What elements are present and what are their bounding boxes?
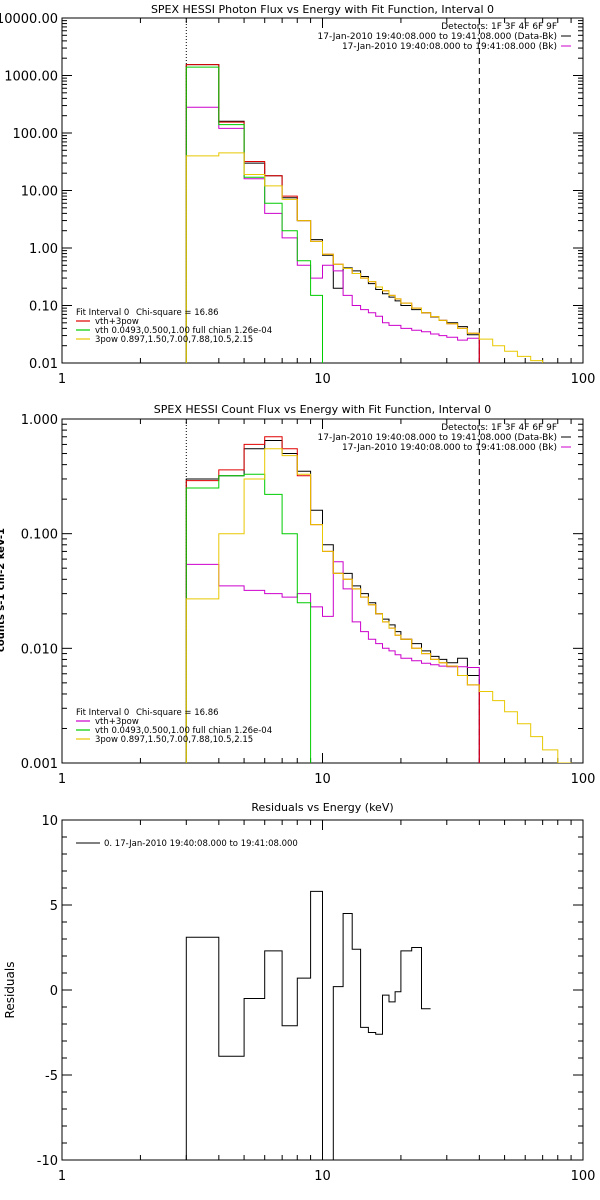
legend-entry: 0. 17-Jan-2010 19:40:08.000 to 19:41:08.… — [104, 839, 298, 849]
header-text: Detectors: 1F 3F 4F 6F 9F — [441, 22, 557, 32]
chart-title: SPEX HESSI Count Flux vs Energy with Fit… — [154, 403, 491, 416]
x-tick-label: 10 — [314, 772, 331, 787]
y-tick-label: 100.00 — [13, 127, 59, 142]
chi-square-label: Chi-square = 16.86 — [136, 308, 219, 318]
y-axis-label: Residuals — [3, 962, 17, 1019]
y-axis-label-cropped: counts s-1 cm-2 keV-1 — [0, 528, 7, 652]
chart-title: Residuals vs Energy (keV) — [251, 801, 393, 814]
x-tick-label: 100 — [571, 1169, 596, 1184]
series-step-line-0 — [185, 890, 431, 1160]
legend-entry: 3pow 0.897,1.50,7.00,7.88,10.5,2.15 — [95, 735, 253, 745]
legend-entry: vth+3pow — [95, 717, 139, 727]
header-text: 17-Jan-2010 19:40:08.000 to 19:41:08.000… — [342, 443, 557, 453]
series-step-line-1 — [185, 561, 480, 763]
series-step-line-3 — [185, 66, 323, 363]
y-tick-label: -5 — [45, 1069, 58, 1084]
y-tick-label: 1000.00 — [4, 70, 58, 85]
y-tick-label: 0.10 — [29, 300, 58, 315]
header-text: 17-Jan-2010 19:40:08.000 to 19:41:08.000… — [318, 433, 557, 443]
series-step-line-4 — [185, 152, 544, 363]
header-text: 17-Jan-2010 19:40:08.000 to 19:41:08.000… — [318, 32, 557, 42]
fit-interval-label: Fit Interval 0 — [76, 308, 129, 318]
x-tick-label: 100 — [571, 372, 596, 387]
x-tick-label: 100 — [571, 772, 596, 787]
chi-square-label: Chi-square = 16.86 — [136, 708, 219, 718]
y-tick-label: 1.000 — [21, 413, 58, 428]
y-tick-label: 0.100 — [21, 528, 58, 543]
y-tick-label: 10.00 — [21, 185, 58, 200]
chart-title: SPEX HESSI Photon Flux vs Energy with Fi… — [151, 3, 494, 16]
legend-entry: vth 0.0493,0.500,1.00 full chian 1.26e-0… — [95, 326, 272, 336]
y-tick-label: 0.001 — [21, 757, 58, 772]
x-tick-label: 10 — [314, 372, 331, 387]
series-step-line-0 — [185, 64, 480, 363]
fit-interval-label: Fit Interval 0 — [76, 708, 129, 718]
y-tick-label: 5 — [50, 899, 58, 914]
x-tick-label: 1 — [58, 1169, 66, 1184]
x-tick-label: 1 — [58, 772, 66, 787]
series-step-line-2 — [185, 64, 480, 363]
x-tick-label: 1 — [58, 372, 66, 387]
series-step-line-4 — [185, 448, 572, 763]
header-text: 17-Jan-2010 19:40:08.000 to 19:41:08.000… — [342, 42, 557, 52]
y-tick-label: 1.00 — [29, 242, 58, 257]
y-tick-label: 0.01 — [29, 357, 58, 372]
legend-entry: vth 0.0493,0.500,1.00 full chian 1.26e-0… — [95, 726, 272, 736]
y-tick-label: 0 — [50, 984, 58, 999]
series-step-line-3 — [185, 473, 312, 763]
y-tick-label: -10 — [37, 1154, 58, 1169]
legend-entry: vth+3pow — [95, 317, 139, 327]
y-tick-label: 10 — [41, 814, 58, 829]
y-tick-label: 10000.00 — [0, 12, 58, 27]
legend-entry: 3pow 0.897,1.50,7.00,7.88,10.5,2.15 — [95, 335, 253, 345]
header-text: Detectors: 1F 3F 4F 6F 9F — [441, 423, 557, 433]
y-tick-label: 0.010 — [21, 642, 58, 657]
x-tick-label: 10 — [314, 1169, 331, 1184]
